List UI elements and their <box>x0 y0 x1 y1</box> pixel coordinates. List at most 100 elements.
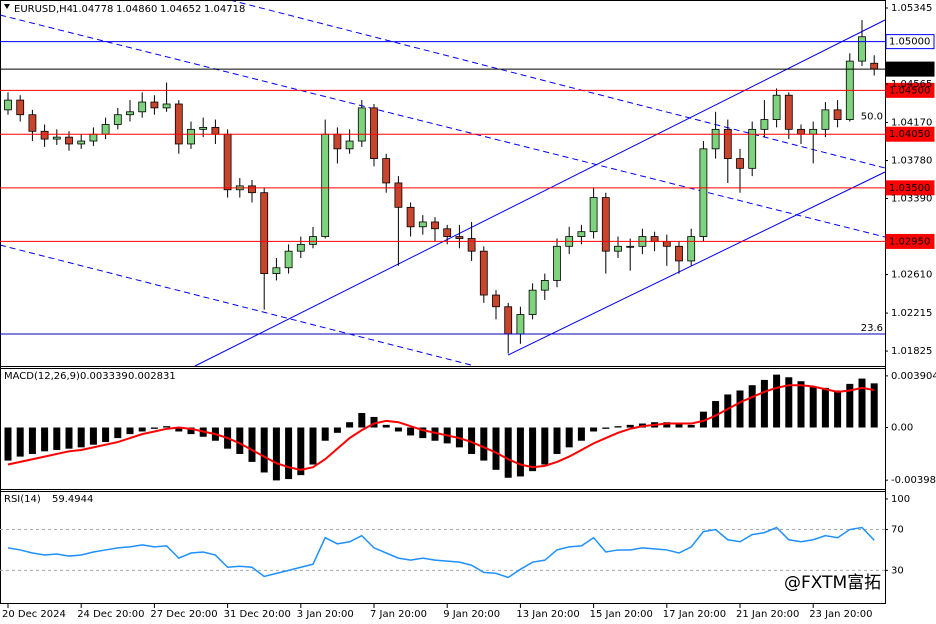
level-label-box <box>885 180 935 196</box>
candle-body <box>687 236 696 262</box>
ohlc-label: 1.04652 <box>160 4 201 15</box>
histogram-bar <box>834 390 842 428</box>
candle-body <box>321 133 330 237</box>
histogram-bar <box>370 416 378 428</box>
histogram-bar <box>16 427 24 457</box>
histogram-bar <box>175 427 183 432</box>
candle-body <box>138 101 147 113</box>
y-tick-label: 1.02215 <box>891 308 932 319</box>
candle-body <box>736 158 744 169</box>
fib-label: 23.6 <box>861 323 883 334</box>
histogram-bar <box>272 427 280 481</box>
histogram-bar <box>590 427 598 432</box>
chart-title: EURUSD,H4 <box>14 4 73 15</box>
frame <box>0 0 886 604</box>
histogram-bar <box>260 427 268 473</box>
y-tick-label: 30 <box>891 565 904 576</box>
candle-body <box>16 99 25 116</box>
candle-body <box>699 148 708 237</box>
x-tick-label: 17 Jan 20:00 <box>663 609 726 620</box>
histogram-bar <box>858 378 866 428</box>
candle-body <box>370 107 378 159</box>
x-tick-label: 31 Dec 20:00 <box>224 609 291 620</box>
candle-body <box>650 236 659 242</box>
dashed-trend <box>229 0 886 169</box>
level-label: 1.02950 <box>889 236 930 247</box>
histogram-bar <box>724 394 732 428</box>
watermark: @FXTM富拓 <box>784 573 881 593</box>
candle-body <box>28 114 37 132</box>
histogram-bar <box>785 377 793 428</box>
x-tick-label: 3 Jan 20:00 <box>297 609 354 620</box>
histogram-bar <box>102 427 110 443</box>
candle-body <box>467 238 476 252</box>
x-tick-label: 13 Jan 20:00 <box>516 609 579 620</box>
candle-body <box>614 245 622 252</box>
histogram-bar <box>394 427 402 432</box>
candle-body <box>504 306 513 335</box>
candle-body <box>431 221 439 230</box>
frame-border <box>0 0 886 604</box>
y-tick-label: 100 <box>891 494 910 505</box>
candle-body <box>723 128 732 159</box>
histogram-bar <box>114 427 122 439</box>
histogram-bar <box>382 424 390 428</box>
candle-body <box>174 103 183 145</box>
y-tick-label: 1.03390 <box>891 194 932 205</box>
ohlc-label: 1.04718 <box>204 4 245 15</box>
y-tick-label: 1.04565 <box>891 79 932 90</box>
candle-body <box>211 126 220 135</box>
histogram-bar <box>480 427 488 461</box>
candle-body <box>162 103 171 109</box>
x-tick-label: 27 Dec 20:00 <box>150 609 217 620</box>
candle-body <box>711 128 720 150</box>
level-label: 1.05000 <box>889 37 930 48</box>
histogram-bar <box>565 427 573 448</box>
ohlc-label: 1.04860 <box>116 4 157 15</box>
histogram-bar <box>41 427 49 452</box>
candle-body <box>150 101 159 109</box>
level-label: 1.03500 <box>889 183 930 194</box>
histogram-bar <box>431 427 439 441</box>
candle-body <box>797 128 805 135</box>
candle-body <box>406 206 415 228</box>
candle-body <box>760 119 769 130</box>
level-label-box <box>885 61 935 77</box>
candle-body <box>870 62 879 70</box>
candle-body <box>492 294 500 308</box>
histogram-bar <box>138 427 146 432</box>
histogram-bar <box>236 427 244 454</box>
histogram-bar <box>809 386 817 428</box>
level-label: 1.04500 <box>889 85 930 96</box>
ohlc-label: 1.04778 <box>72 4 113 15</box>
candle-body <box>113 114 122 125</box>
trend-lines <box>0 0 886 367</box>
candle-body <box>296 243 305 252</box>
y-tick-label: 0.00 <box>891 423 913 434</box>
candle-body <box>382 158 391 184</box>
candle-body <box>4 99 12 111</box>
y-tick-label: 1.02610 <box>891 270 932 281</box>
y-tick-label: 1.05345 <box>891 3 932 14</box>
y-tick-label: 0.003904 <box>891 371 936 382</box>
histogram-bar <box>126 427 134 435</box>
candle-body <box>443 228 452 237</box>
menu-arrow <box>4 4 10 9</box>
level-label-box <box>885 233 935 249</box>
candle-body <box>260 192 269 274</box>
histogram-bar <box>309 427 317 465</box>
level-label-box <box>885 126 935 142</box>
candle-body <box>357 107 366 142</box>
histogram-bar <box>407 427 415 436</box>
panel-value: 0.003339 <box>80 371 128 382</box>
candle-body <box>528 289 537 315</box>
candle-body <box>187 128 195 145</box>
candle-body <box>345 140 354 150</box>
candle-body <box>199 126 208 130</box>
histogram-bar <box>553 427 561 454</box>
level-label: 1.04050 <box>889 129 930 140</box>
histogram-bar <box>187 427 195 435</box>
histogram-bar <box>760 379 768 428</box>
x-tick-label: 7 Jan 20:00 <box>370 609 427 620</box>
